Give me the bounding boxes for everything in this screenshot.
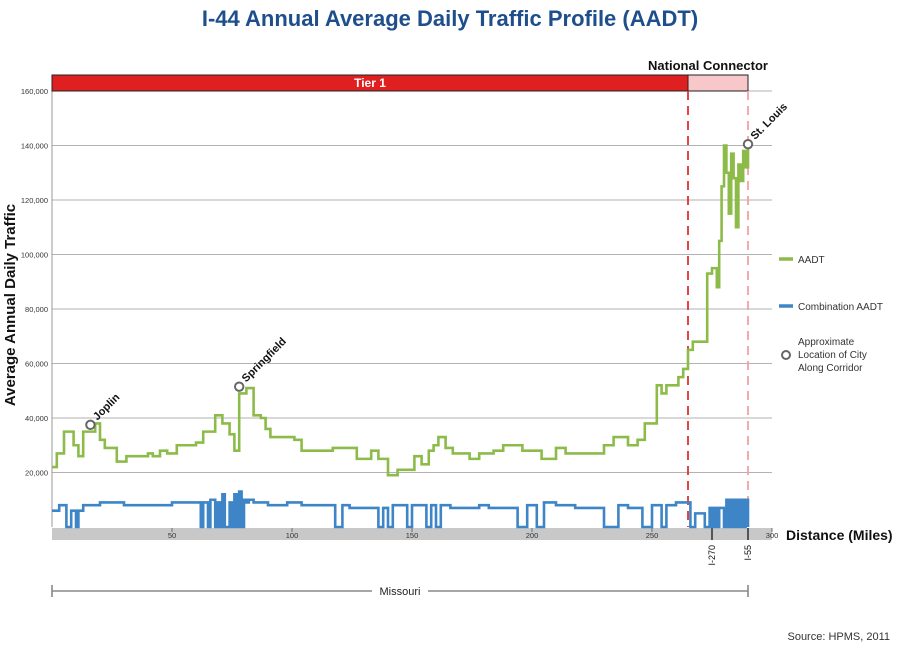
state-band-label-bg [372,583,428,597]
legend-label: AADT [798,255,825,266]
y-tick-label: 80,000 [25,305,48,314]
y-tick-label: 160,000 [21,87,48,96]
chart-title: I-44 Annual Average Daily Traffic Profil… [201,6,699,31]
series-lines [52,144,750,529]
y-tick-label: 40,000 [25,414,48,423]
city-marker [742,138,754,150]
legend-label: Approximate Location of City Along Corrido… [798,337,867,374]
tier-segment [687,74,749,92]
y-axis-label: Average Annual Daily Traffic [2,204,19,406]
y-tick-label: 140,000 [21,142,48,151]
x-tick-label: 250 [646,531,659,540]
dashed-markers [687,91,749,527]
x-axis: 50 100 150 200 250 300 Distance (Miles) I-270 I-… [52,527,893,566]
legend: AADT Combination AADT Approximate Location … [779,255,883,374]
series-line [52,490,750,529]
city-label: Springfield [240,336,289,385]
tier-label: Tier 1 [354,76,386,90]
x-tick-label: 50 [168,531,176,540]
state-band: Missouri [51,583,749,598]
y-axis-ticks: 20,000 40,000 60,000 80,000 100,000 120,000 14… [21,87,48,478]
junction-label: I-270 [707,545,717,566]
y-tick-label: 100,000 [21,251,48,260]
tier-bar: Tier 1 National Connector [51,58,768,92]
gridlines [51,90,772,527]
city-marker [85,419,96,431]
city-label: St. Louis [749,101,790,142]
x-tick-label: 300 [766,531,779,540]
series-line [52,144,750,477]
x-tick-label: 100 [286,531,299,540]
state-band-label: Missouri [380,586,421,598]
y-tick-label: 20,000 [25,469,48,478]
source-note: Source: HPMS, 2011 [787,631,890,643]
x-axis-band [52,528,772,540]
legend-label: Combination AADT [798,302,883,313]
y-tick-label: 60,000 [25,360,48,369]
x-tick-label: 150 [406,531,419,540]
junction-label: I-55 [743,545,753,561]
x-axis-label: Distance (Miles) [786,527,893,543]
tier-label: National Connector [648,58,768,73]
x-tick-label: 200 [526,531,539,540]
city-marker [234,381,245,392]
legend-swatch [781,350,791,360]
y-tick-label: 120,000 [21,196,48,205]
